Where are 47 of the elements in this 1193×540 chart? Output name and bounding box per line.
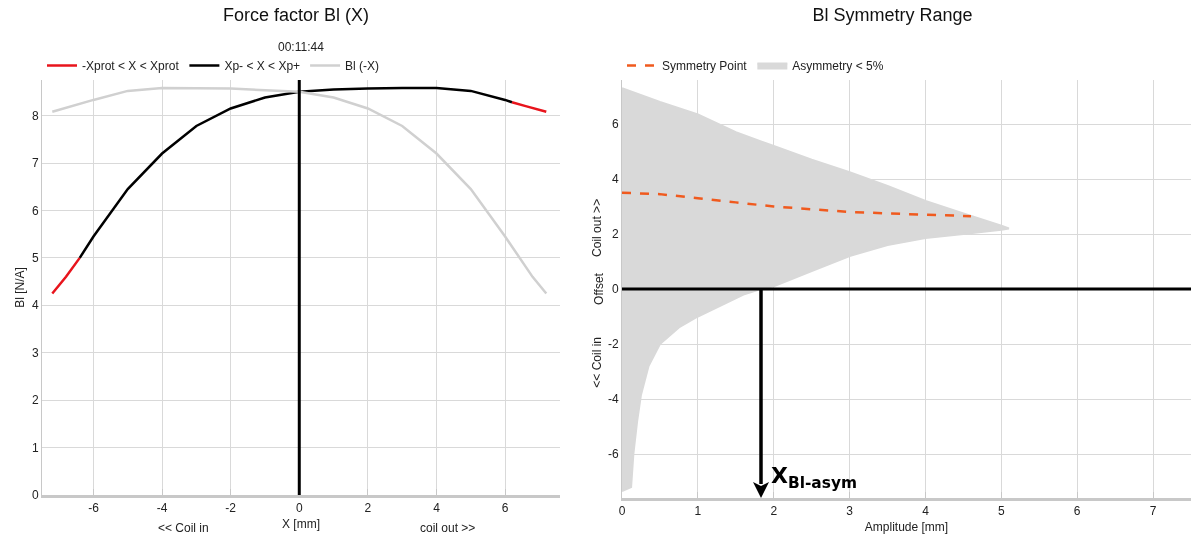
- x-tick-label: 4: [433, 501, 441, 516]
- y-tick-label: 4: [31, 298, 39, 313]
- y-axis-title: Offset: [592, 272, 606, 305]
- y-tick-label: -2: [607, 337, 619, 352]
- x-tick-label: 5: [997, 504, 1005, 519]
- x-tick-label: -4: [156, 501, 168, 516]
- x-tick-label: 4: [922, 504, 930, 519]
- text: Coil out >>: [589, 198, 604, 257]
- y-tick-label: 8: [31, 108, 39, 123]
- y-tick-label: 7: [31, 156, 39, 171]
- y-tick-label: 3: [31, 345, 39, 360]
- legend-label: Xp- < X < Xp+: [224, 59, 301, 74]
- y-axis-title: Bl [N/A]: [13, 267, 28, 308]
- x-tick-label: 2: [770, 504, 778, 519]
- x-tick-label: 2: [364, 501, 372, 516]
- chart-subtitle: 00:11:44: [278, 40, 325, 54]
- text: << Coil in: [158, 521, 209, 535]
- x-tick-label: 6: [1073, 504, 1081, 519]
- x-tick-label: -2: [225, 501, 237, 516]
- y-tick-label: 0: [31, 488, 39, 503]
- x-axis-title: X [mm]: [282, 517, 320, 532]
- legend-label: Symmetry Point: [662, 59, 748, 74]
- y-tick-label: 2: [611, 227, 619, 242]
- y-tick-label: 2: [31, 393, 39, 408]
- legend-label: Asymmetry < 5%: [792, 59, 884, 74]
- x-tick-label: 7: [1149, 504, 1157, 519]
- text: << Coil in: [590, 336, 605, 388]
- y-tick-label: 5: [31, 251, 39, 266]
- y-tick-label: 0: [611, 282, 619, 297]
- legend-label: -Xprot < X < Xprot: [82, 59, 180, 74]
- y-tick-label: 4: [611, 172, 619, 187]
- annotation: X$_{Bl-asym}$: [771, 463, 857, 492]
- x-tick-label: 6: [501, 501, 509, 516]
- chart-title: Force factor Bl (X): [222, 4, 370, 25]
- x-tick-label: -6: [88, 501, 100, 516]
- y-tick-label: 6: [611, 117, 619, 132]
- chart-title: Bl Symmetry Range: [812, 4, 973, 25]
- y-tick-label: -6: [607, 447, 619, 462]
- text: coil out >>: [420, 521, 476, 535]
- x-tick-label: 0: [295, 501, 303, 516]
- legend-label: Bl (-X): [345, 59, 380, 74]
- x-tick-label: 3: [846, 504, 854, 519]
- x-tick-label: 1: [694, 504, 702, 519]
- y-tick-label: 6: [31, 203, 39, 218]
- x-axis-title: Amplitude [mm]: [864, 520, 949, 535]
- y-tick-label: 1: [31, 440, 39, 455]
- y-tick-label: -4: [607, 392, 619, 407]
